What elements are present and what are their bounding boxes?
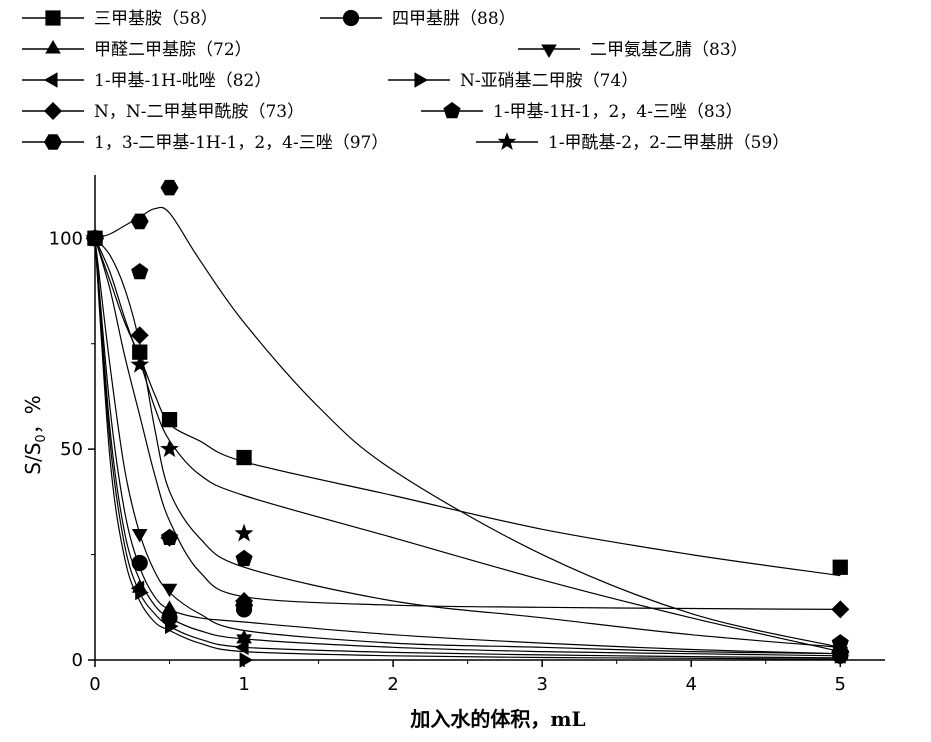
data-point-pentagon [131,263,149,280]
legend: 三甲基胺（58） 四甲基肼（88） 甲醛二甲基腙（72） 二甲氨基乙腈（83） 1-甲基… [22,9,789,153]
legend-entry: N-亚硝基二甲胺（74） [388,71,638,91]
legend-marker-triangle-right [414,72,428,88]
data-point-hexagon [130,213,149,230]
fit-curve-triangle-up [94,238,841,657]
legend-entry: 1-甲基-1H-吡唑（82） [22,71,271,91]
legend-entry: 二甲氨基乙腈（83） [518,40,748,60]
legend-entry: 1-甲基-1H-1，2，4-三唑（83） [421,102,743,122]
fit-curve-triangle-right [94,238,841,660]
data-point-star [830,645,850,664]
fit-curve-triangle-down [94,238,841,655]
data-point-square [832,559,848,575]
fit-curve-diamond [94,238,841,610]
legend-marker-triangle-down [541,44,557,58]
data-point-square [132,344,148,360]
legend-marker-hexagon [44,134,62,150]
legend-entry: 甲醛二甲基腙（72） [22,40,252,60]
fit-curve-square [94,238,841,577]
data-point-star [160,439,179,458]
data-point-hexagon [160,179,179,196]
x-tick-label: 5 [835,674,846,695]
data-point-pentagon [235,549,253,567]
legend-marker-star [497,132,517,150]
legend-label: 二甲氨基乙腈（83） [590,40,748,60]
y-tick-label: 100 [49,228,83,249]
data-point-triangle-down [131,529,148,543]
data-point-pentagon [161,528,179,545]
legend-marker-diamond [44,102,62,120]
y-tick-label: 0 [72,650,83,671]
data-points [85,179,850,668]
x-tick-label: 2 [387,674,398,695]
legend-marker-square [45,10,61,26]
x-tick-label: 1 [238,674,249,695]
y-axis-title: S/S0，% [21,395,49,474]
legend-label: 1，3-二甲基-1H-1，2，4-三唑（97） [94,133,388,153]
legend-entry: 三甲基胺（58） [22,9,218,29]
data-point-diamond [130,326,149,345]
data-point-triangle-down [236,634,252,648]
data-point-star [130,354,150,373]
legend-marker-triangle-up [45,40,61,54]
legend-label: 三甲基胺（58） [94,9,218,29]
data-point-triangle-down [161,583,178,598]
y-tick-label: 50 [60,439,83,460]
x-tick-label: 4 [685,674,696,695]
data-point-hexagon [235,597,254,613]
legend-marker-circle [342,9,360,27]
data-point-triangle-left [235,639,249,656]
legend-entry: 1-甲酰基-2，2-二甲基肼（59） [476,132,789,153]
fit-curve-circle [94,238,841,655]
legend-marker-pentagon [443,102,461,119]
data-point-diamond [831,600,850,619]
legend-label: 1-甲酰基-2，2-二甲基肼（59） [548,133,789,153]
legend-entry: 四甲基肼（88） [320,9,516,29]
legend-label: 甲醛二甲基腙（72） [94,40,252,60]
legend-label: N-亚硝基二甲胺（74） [460,71,638,91]
data-point-circle [131,554,148,572]
x-axis-title: 加入水的体积，mL [409,707,585,731]
legend-entry: N，N-二甲基甲酰胺（73） [22,102,304,122]
data-point-square [236,449,252,466]
x-tick-label: 0 [89,674,100,695]
data-point-square [161,412,178,428]
data-point-triangle-right [165,618,179,635]
x-tick-label: 3 [536,674,547,695]
fit-curve-triangle-left [94,238,841,659]
data-point-triangle-right [135,584,149,601]
fit-curve-star [94,238,841,653]
legend-label: 四甲基肼（88） [392,9,516,29]
data-point-triangle-left [160,610,174,626]
legend-entry: 1，3-二甲基-1H-1，2，4-三唑（97） [22,133,388,153]
legend-marker-triangle-left [44,72,58,88]
y-axis-title-unit: ，% [21,395,45,434]
fit-curve-hexagon [94,206,841,648]
fit-curve-pentagon [94,237,841,648]
y-axis-title-subscript: 0 [34,434,49,442]
legend-label: 1-甲基-1H-吡唑（82） [94,71,271,91]
data-point-star [234,523,254,542]
legend-label: 1-甲基-1H-1，2，4-三唑（83） [493,102,743,122]
fit-curves [94,206,841,660]
y-axis-title-main: S/S [21,443,45,475]
legend-label: N，N-二甲基甲酰胺（73） [94,102,304,122]
